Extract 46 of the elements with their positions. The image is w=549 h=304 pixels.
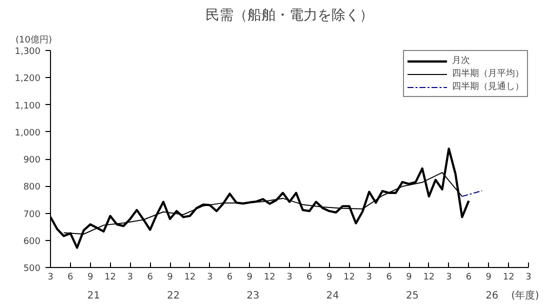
x-tick-label: 9 [326,272,332,282]
legend-label: 四半期（見通し） [452,80,524,93]
x-tick-label: 6 [306,272,313,282]
y-axis-title: (10億円) [16,34,52,46]
x-tick-label: 3 [366,272,372,282]
x-tick-label: 12 [264,272,276,282]
x-tick-label: 3 [446,272,452,282]
x-tick-label: 3 [286,272,292,282]
x-tick-label: 6 [226,272,233,282]
x-tick-label: 9 [406,272,412,282]
text: 23 [246,290,260,302]
y-tick-label: 900 [23,156,41,166]
x-tick-label: 12 [104,272,116,282]
x-tick-label: 12 [184,272,196,282]
x-tick-label: 9 [486,272,492,282]
x-tick-label: 6 [147,272,154,282]
x-tick-label: 6 [466,272,472,282]
x-axis-title: (年度) [511,290,540,302]
text: 24 [326,290,340,302]
x-tick-label: 9 [87,272,94,282]
y-tick-label: 600 [23,236,41,247]
x-tick-label: 9 [246,272,253,282]
x-tick-label: 3 [526,272,532,282]
text: 21 [87,290,100,302]
y-tick-label: 800 [23,182,41,193]
y-tick-label: 1,200 [14,74,41,84]
x-tick-label: 12 [344,272,355,282]
x-tick-label: 3 [206,272,213,282]
text: 26 [486,290,498,302]
x-tick-label: 12 [423,272,435,282]
x-tick-label: 12 [502,272,514,282]
chart-title: 民需（船舶・電力を除く） [206,8,374,24]
x-tick-label: 3 [48,272,54,282]
y-tick-label: 1,300 [14,47,41,57]
x-tick-label: 6 [386,272,392,282]
text: 25 [406,290,419,302]
legend-label: 四半期（月平均） [452,68,524,80]
x-tick-label: 6 [68,272,74,282]
y-tick-label: 500 [23,264,41,274]
x-tick-label: 3 [127,272,134,282]
y-tick-label: 1,100 [14,101,41,112]
y-tick-label: 1,000 [14,128,41,138]
text: 22 [166,290,180,302]
y-tick-label: 700 [23,210,41,220]
x-tick-label: 9 [167,272,174,282]
legend-label: 月次 [452,54,471,67]
